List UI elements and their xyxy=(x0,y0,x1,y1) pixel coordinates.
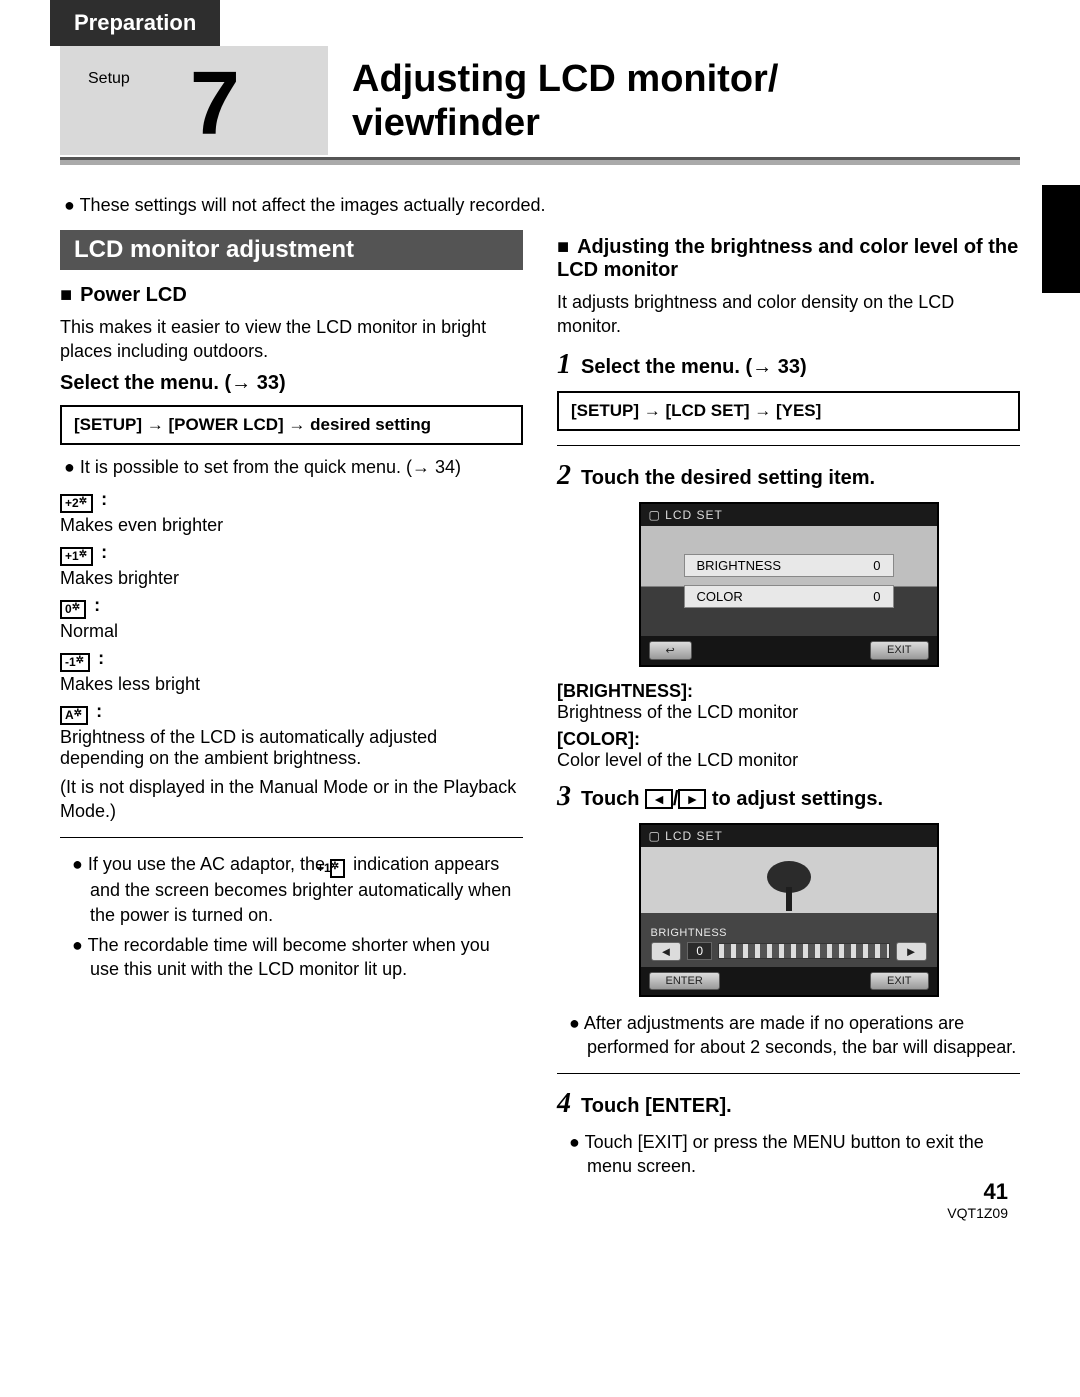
exit-note: Touch [EXIT] or press the MENU button to… xyxy=(565,1130,1020,1179)
after-note: After adjustments are made if no operati… xyxy=(565,1011,1020,1060)
menu-path-box: [SETUP] → [POWER LCD] → desired setting xyxy=(60,405,523,445)
brightness-label: BRIGHTNESS xyxy=(651,927,927,939)
left-column: LCD monitor adjustment ■Power LCD This m… xyxy=(60,230,523,1189)
plus2-icon: +2✲ xyxy=(60,494,93,513)
note-item: The recordable time will become shorter … xyxy=(68,933,523,982)
zero-icon: 0✲ xyxy=(60,600,86,619)
intro-bullet: ● These settings will not affect the ima… xyxy=(64,195,1020,216)
minus1-icon: -1✲ xyxy=(60,653,90,672)
exit-button: EXIT xyxy=(870,972,928,990)
divider xyxy=(60,837,523,838)
slider-track xyxy=(718,943,890,959)
step-1: 1Select the menu. (→ 33) xyxy=(557,349,1020,381)
power-lcd-heading: ■Power LCD xyxy=(60,284,523,307)
quick-menu-note: It is possible to set from the quick men… xyxy=(60,455,523,479)
left-arrow-icon: ◄ xyxy=(645,789,673,810)
plus1-icon: +1✲ xyxy=(60,547,93,566)
page-footer: 41 VQT1Z09 xyxy=(947,1179,1008,1221)
value-box: 0 xyxy=(687,942,712,960)
menu-path-box: [SETUP] → [LCD SET] → [YES] xyxy=(557,391,1020,431)
right-arrow-button: ► xyxy=(896,942,927,961)
definition: [BRIGHTNESS]: Brightness of the LCD moni… xyxy=(557,681,1020,771)
color-row: COLOR0 xyxy=(684,585,894,608)
note-item: If you use the AC adaptor, the +1✲ indic… xyxy=(68,852,523,927)
tree-icon xyxy=(764,859,814,914)
section-heading: LCD monitor adjustment xyxy=(60,230,523,270)
setting-list: +2✲ : Makes even brighter +1✲ : Makes br… xyxy=(60,489,523,769)
power-lcd-desc: This makes it easier to view the LCD mon… xyxy=(60,315,523,364)
setting-desc: Normal xyxy=(60,621,523,642)
left-arrow-button: ◄ xyxy=(651,942,682,961)
exit-button: EXIT xyxy=(870,641,928,660)
back-button: ↩ xyxy=(649,641,692,660)
side-index-tab xyxy=(1042,185,1080,293)
brightness-row: BRIGHTNESS0 xyxy=(684,554,894,577)
brightness-desc: It adjusts brightness and color density … xyxy=(557,290,1020,339)
page-title: Adjusting LCD monitor/viewfinder xyxy=(328,46,1020,155)
setting-desc: Makes brighter xyxy=(60,568,523,589)
setting-desc: Makes less bright xyxy=(60,674,523,695)
header-rule xyxy=(60,157,1020,165)
brightness-heading: ■Adjusting the brightness and color leve… xyxy=(557,236,1020,282)
select-menu-heading: Select the menu. (→ 33) xyxy=(60,372,523,395)
right-arrow-icon: ► xyxy=(678,789,706,810)
lcd-set-screenshot-1: ▢ LCD SET BRIGHTNESS0 COLOR0 ↩ EXIT xyxy=(639,502,939,667)
setup-label: Setup xyxy=(88,70,130,88)
right-column: ■Adjusting the brightness and color leve… xyxy=(557,230,1020,1189)
chapter-number: 7 xyxy=(190,64,240,145)
setting-desc: Brightness of the LCD is automatically a… xyxy=(60,727,523,769)
preparation-tab: Preparation xyxy=(50,0,220,46)
step-2: 2Touch the desired setting item. xyxy=(557,460,1020,492)
divider xyxy=(557,445,1020,446)
divider xyxy=(557,1073,1020,1074)
setting-desc: Makes even brighter xyxy=(60,515,523,536)
step-3: 3 Touch ◄/► to adjust settings. xyxy=(557,781,1020,813)
plus1-icon: +1✲ xyxy=(330,859,345,878)
auto-icon: A✲ xyxy=(60,706,88,725)
lcd-set-screenshot-2: ▢ LCD SET BRIGHTNESS ◄ 0 ► xyxy=(639,823,939,997)
enter-button: ENTER xyxy=(649,972,720,990)
mode-note: (It is not displayed in the Manual Mode … xyxy=(60,775,523,824)
chapter-header: Setup 7 Adjusting LCD monitor/viewfinder xyxy=(60,46,1020,155)
step-4: 4Touch [ENTER]. xyxy=(557,1088,1020,1120)
